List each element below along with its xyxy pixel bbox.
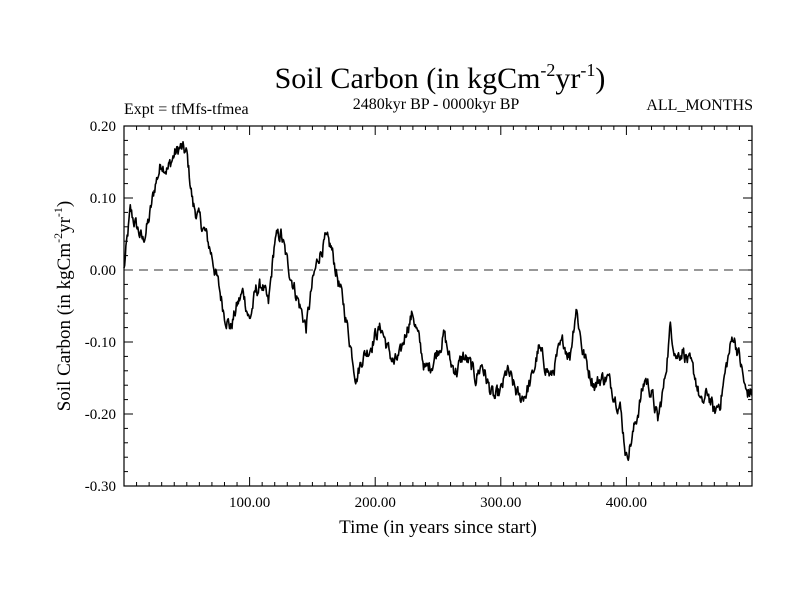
- x-tick-label: 100.00: [229, 495, 270, 511]
- y-tick-label: 0.10: [90, 191, 116, 207]
- y-tick-label: -0.30: [85, 479, 116, 495]
- series-line-soil-carbon: [123, 140, 753, 462]
- axis-tick-labels: 100.00 200.00 300.00 400.00 0.20 0.10 0.00 -0.1…: [85, 119, 647, 511]
- x-tick-label: 200.00: [355, 495, 396, 511]
- x-tick-label: 300.00: [480, 495, 521, 511]
- subtitle-experiment: Expt = tfMfs-tfmea: [124, 101, 249, 118]
- subtitle-period: 2480kyr BP - 0000kyr BP: [353, 96, 520, 113]
- x-axis-label: Time (in years since start): [339, 517, 537, 538]
- y-tick-label: 0.20: [90, 119, 116, 135]
- y-axis-label: Soil Carbon (in kgCm-2yr-1): [51, 201, 75, 412]
- axis-ticks: [124, 126, 752, 486]
- y-tick-label: -0.10: [85, 335, 116, 351]
- plot-frame: [123, 125, 753, 487]
- y-tick-label: 0.00: [90, 263, 116, 279]
- subtitle-months: ALL_MONTHS: [646, 97, 753, 114]
- y-tick-label: -0.20: [85, 407, 116, 423]
- x-tick-label: 400.00: [606, 495, 647, 511]
- chart-title: Soil Carbon (in kgCm-2yr-1): [275, 60, 606, 95]
